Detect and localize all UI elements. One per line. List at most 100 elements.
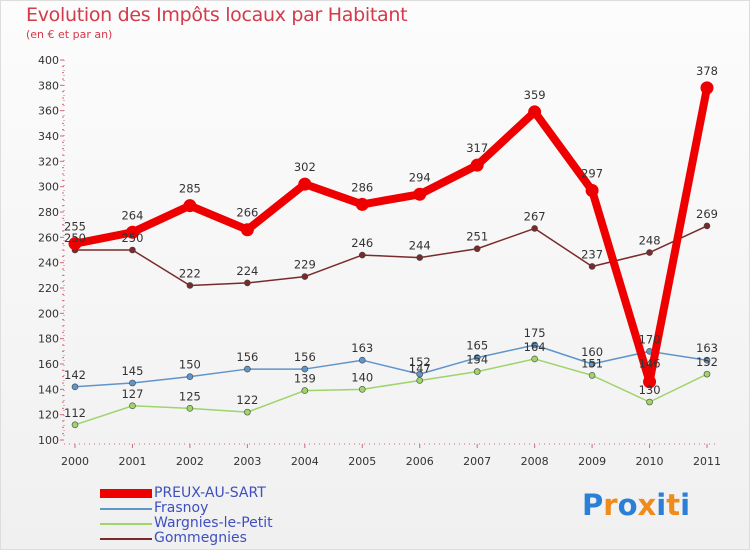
data-label: 269 [696,207,718,221]
data-point [643,375,657,389]
legend-swatch [100,489,152,498]
series-line-preux-au-sart [71,83,711,386]
data-label: 145 [121,364,143,378]
series-line-wargnies-le-petit [74,358,708,426]
data-point [298,177,312,191]
data-label: 142 [64,368,86,382]
legend-swatch [100,537,152,540]
y-tick-label: 260 [38,231,59,244]
data-point [129,379,136,387]
legend-label: Wargnies-le-Petit [154,515,273,531]
x-tick-label: 2010 [636,455,664,468]
data-label: 378 [696,64,718,78]
data-label: 150 [179,358,201,372]
series-line-frasnoy [74,344,708,388]
data-label: 224 [236,264,258,278]
data-label: 244 [409,239,431,253]
data-label: 170 [639,332,661,346]
chart-subtitle: (en € et par an) [26,28,113,41]
x-tick-label: 2002 [176,455,204,468]
logo-letter: i [680,488,691,522]
y-tick-label: 280 [38,206,59,219]
data-point [531,225,538,232]
data-label: 294 [409,170,431,184]
data-point [186,373,194,380]
data-label: 250 [121,231,143,245]
chart-data-labels: 250 250 222 224 229 246 244 251 267 237 248 269 142 1… [64,64,718,420]
data-point [244,408,251,416]
data-point [585,183,599,197]
data-point [646,249,653,256]
data-point [358,356,366,364]
data-point [301,273,309,280]
data-point [588,360,596,368]
data-point [68,237,82,251]
data-point [646,398,653,406]
legend-label: Gommegnies [154,530,247,546]
y-tick-label: 160 [38,358,59,371]
data-point [183,199,197,213]
data-point [358,251,366,259]
data-point [703,356,711,364]
chart-legend: PREUX-AU-SART Frasnoy Wargnies-le-Petit Gom… [100,486,273,546]
data-label: 246 [351,236,373,250]
data-label: 151 [581,356,603,370]
y-tick-label: 220 [38,282,59,295]
y-tick-label: 380 [38,79,59,92]
data-point [301,365,309,373]
y-tick-label: 100 [38,434,59,447]
data-label: 154 [466,353,488,367]
legend-label: PREUX-AU-SART [154,485,266,501]
legend-label: Frasnoy [154,500,209,516]
data-label: 250 [64,231,86,245]
data-point [531,355,538,363]
data-label: 285 [179,182,201,196]
data-label: 112 [64,406,86,420]
x-tick-label: 2003 [233,455,261,468]
data-point [416,254,424,261]
data-label: 229 [294,258,316,272]
logo-letter: P [582,488,604,522]
data-label: 156 [294,350,316,364]
proxiti-logo: Proxiti [582,488,690,522]
data-point [413,187,427,201]
y-tick-label: 180 [38,333,59,346]
data-point [588,372,596,379]
y-tick-label: 400 [38,54,59,67]
logo-letter: o [617,488,638,522]
data-label: 267 [524,209,546,223]
y-tick-label: 340 [38,130,59,143]
x-tick-label: 2004 [291,455,319,468]
x-tick-label: 2006 [406,455,434,468]
data-point [244,365,251,373]
legend-item: PREUX-AU-SART [100,486,273,501]
data-label: 251 [466,230,488,244]
data-label: 165 [466,339,488,353]
data-label: 264 [121,208,143,222]
data-point [703,222,711,230]
data-point [186,282,194,289]
data-point [588,263,596,270]
y-tick-label: 140 [38,383,59,396]
data-label: 163 [696,341,718,355]
data-label: 127 [121,387,143,401]
line-chart: 100 120 140 160 180 200 220 240 260 280 300 320 340 3… [38,54,721,468]
chart-axes: 100 120 140 160 180 200 220 240 260 280 300 320 340 3… [38,54,721,468]
x-tick-label: 2005 [348,455,376,468]
x-tick-label: 2011 [693,455,721,468]
data-label: 146 [639,357,661,371]
x-tick-label: 2001 [118,455,146,468]
data-label: 122 [236,393,258,407]
data-point [244,279,251,287]
legend-swatch [100,507,152,510]
data-label: 255 [64,220,86,234]
data-label: 164 [524,340,546,354]
data-label: 140 [351,370,373,384]
y-tick-label: 360 [38,105,59,118]
x-tick-label: 2007 [463,455,491,468]
data-point [473,368,481,375]
data-label: 297 [581,166,603,180]
chart-series [68,81,714,429]
data-label: 248 [639,234,661,248]
